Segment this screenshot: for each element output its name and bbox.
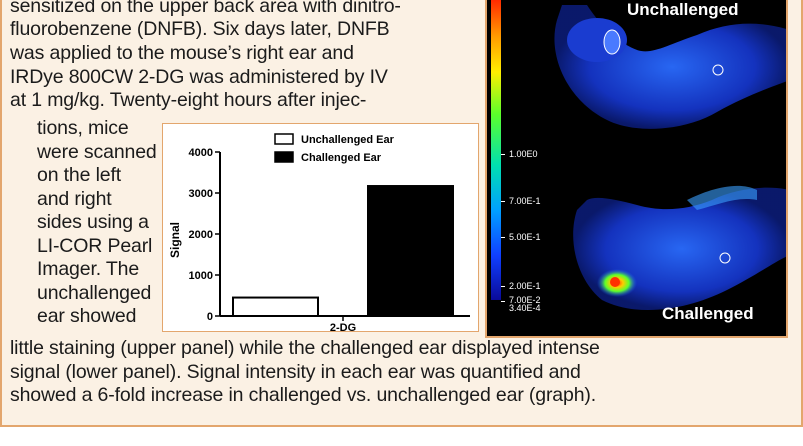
text-line: fluorobenzene (DNFB). Six days later, DN… xyxy=(10,18,390,40)
text-line: IRDye 800CW 2-DG was administered by IV xyxy=(10,66,388,88)
text-line: were scanned xyxy=(37,141,157,163)
bar-challenged-ear xyxy=(367,185,454,317)
text-line: on the left xyxy=(37,164,121,186)
scale-label: 5.00E-1 xyxy=(509,232,541,242)
mouse-images xyxy=(491,0,786,310)
legend-swatch xyxy=(274,151,294,163)
text-line: and right xyxy=(37,188,112,210)
scale-label: 7.00E-1 xyxy=(509,196,541,206)
bar-chart: 0 1000 2000 3000 4000 Signal 2-DG Unchallenged … xyxy=(162,123,479,333)
scale-tick xyxy=(501,286,505,287)
scale-tick xyxy=(501,201,505,202)
article-panel: sensitized on the upper back area with d… xyxy=(0,0,803,427)
scale-label: 7.00E-2 xyxy=(509,295,541,305)
text-line: Imager. The xyxy=(37,258,140,280)
chart-svg: 0 1000 2000 3000 4000 Signal 2-DG Unchallenged … xyxy=(168,133,470,333)
legend-label: Unchallenged Ear xyxy=(301,134,395,146)
y-tick-label: 0 xyxy=(207,311,213,323)
text-line: signal (lower panel). Signal intensity i… xyxy=(10,361,581,383)
y-tick-label: 2000 xyxy=(189,229,213,241)
text-line: unchallenged xyxy=(37,282,152,304)
unchallenged-label: Unchallenged xyxy=(627,0,739,19)
scale-tick xyxy=(501,301,505,302)
challenged-label: Challenged xyxy=(662,304,754,323)
scale-label: 1.00E0 xyxy=(509,149,538,159)
bar-unchallenged-ear xyxy=(232,296,319,318)
color-scale-bar xyxy=(491,0,501,300)
y-tick-label: 3000 xyxy=(189,188,213,200)
scale-label: 3.40E-4 xyxy=(509,303,541,313)
scale-tick xyxy=(501,154,505,155)
text-line: ear showed xyxy=(37,305,137,327)
text-line: was applied to the mouse’s right ear and xyxy=(10,42,354,64)
text-line: tions, mice xyxy=(37,117,129,139)
y-tick-label: 4000 xyxy=(189,147,213,159)
challenged-mouse xyxy=(573,185,786,310)
scale-label: 2.00E-1 xyxy=(509,281,541,291)
imaging-panel: 1.00E0 7.00E-1 5.00E-1 2.00E-1 7.00E-2 3… xyxy=(485,0,788,338)
unchallenged-mouse xyxy=(554,5,786,129)
text-line: LI-COR Pearl xyxy=(37,235,153,257)
text-line: at 1 mg/kg. Twenty-eight hours after inj… xyxy=(10,89,367,111)
y-axis-label: Signal xyxy=(168,222,182,258)
text-line: sides using a xyxy=(37,211,149,233)
scale-tick xyxy=(501,237,505,238)
x-tick-label: 2-DG xyxy=(330,322,356,333)
legend-label: Challenged Ear xyxy=(301,152,382,164)
text-line: showed a 6-fold increase in challenged v… xyxy=(10,384,597,406)
text-line: little staining (upper panel) while the … xyxy=(10,337,600,359)
text-line: sensitized on the upper back area with d… xyxy=(10,0,401,17)
legend-swatch xyxy=(274,133,294,145)
y-tick-label: 1000 xyxy=(189,270,213,282)
